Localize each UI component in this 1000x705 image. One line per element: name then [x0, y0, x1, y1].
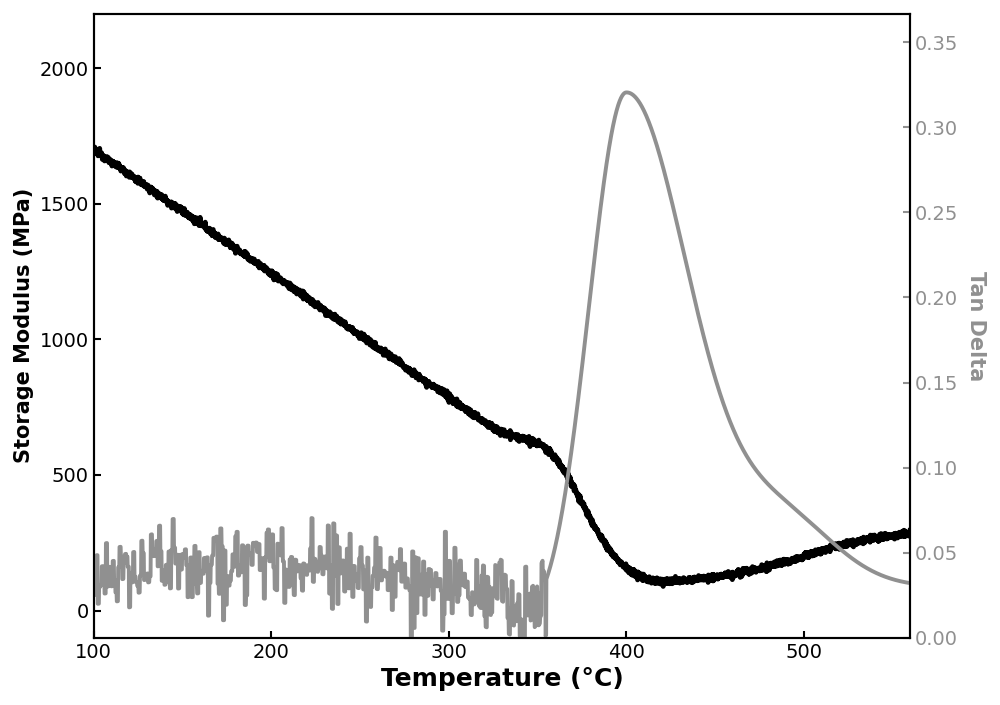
X-axis label: Temperature (°C): Temperature (°C)	[381, 667, 623, 691]
Y-axis label: Storage Modulus (MPa): Storage Modulus (MPa)	[14, 188, 34, 463]
Y-axis label: Tan Delta: Tan Delta	[966, 271, 986, 381]
